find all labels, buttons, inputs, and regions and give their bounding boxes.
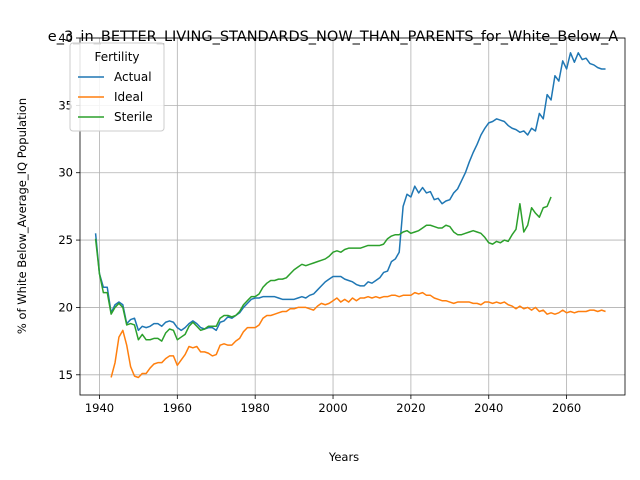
legend-label-sterile: Sterile	[114, 110, 153, 124]
legend: Fertility Actual Ideal Sterile	[69, 42, 165, 132]
chart-title: e_3_in_BETTER_LIVING_STANDARDS_NOW_THAN_…	[48, 29, 619, 45]
x-tick-label: 2020	[396, 401, 425, 415]
x-tick-label: 2000	[318, 401, 347, 415]
y-tick-label: 30	[58, 166, 73, 180]
series-line-actual	[94, 52, 606, 332]
x-tick-label: 2060	[552, 401, 581, 415]
legend-entries: Actual Ideal Sterile	[78, 70, 153, 124]
x-tick-label: 1940	[85, 401, 114, 415]
series-lines	[94, 52, 606, 379]
y-tick-label: 20	[58, 300, 73, 314]
x-axis-label: Years	[328, 450, 359, 464]
series-line-sterile	[94, 196, 552, 342]
legend-box	[69, 42, 165, 132]
x-tick-label: 1960	[163, 401, 192, 415]
x-tick-label: 1980	[241, 401, 270, 415]
plot-frame	[79, 37, 626, 396]
y-tick-label: 40	[58, 31, 73, 45]
y-tick-label: 15	[58, 368, 73, 382]
grid	[80, 37, 625, 395]
legend-label-actual: Actual	[114, 70, 152, 84]
y-axis-label: % of White Below_Average_IQ Population	[15, 98, 29, 334]
y-tick-label: 25	[58, 233, 73, 247]
x-tick-label: 2040	[474, 401, 503, 415]
y-tick-label: 35	[58, 98, 73, 112]
axis-ticks: 1940 1960 1980 2000 2020 2040 2060 15 20 25 30 35 40	[58, 31, 581, 415]
legend-title: Fertility	[94, 50, 139, 64]
legend-label-ideal: Ideal	[114, 90, 143, 104]
series-line-ideal	[110, 291, 606, 379]
